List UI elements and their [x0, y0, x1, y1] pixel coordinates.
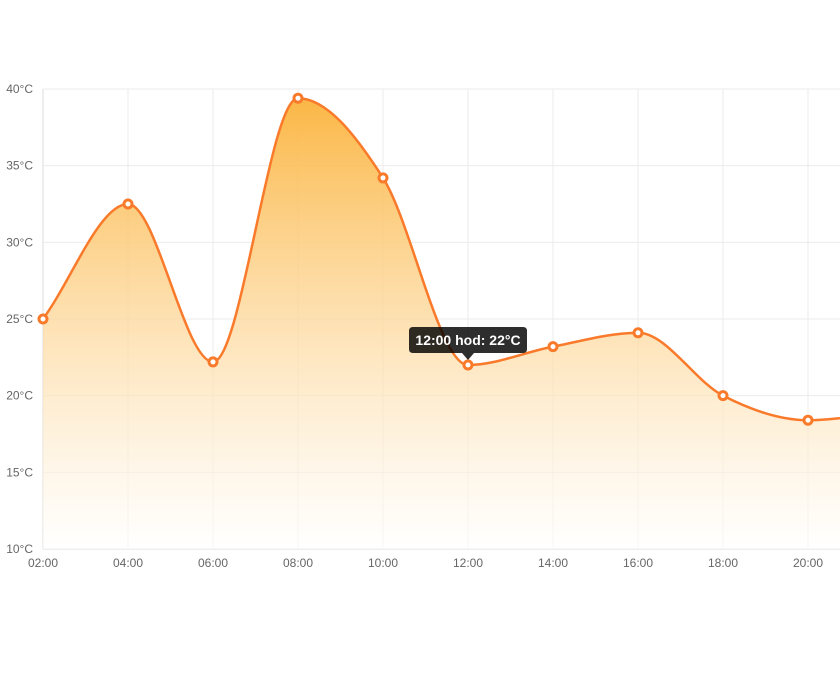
tooltip-text: 12:00 hod: 22°C	[415, 332, 520, 348]
data-point[interactable]	[37, 313, 49, 325]
x-axis-labels: 02:00 04:00 06:00 08:00 10:00 12:00 14:00 16:00…	[28, 556, 823, 570]
y-axis-labels: 10°C 15°C 20°C 25°C 30°C 35°C 40°C	[6, 82, 33, 556]
x-tick-label: 14:00	[538, 556, 568, 570]
data-point[interactable]	[207, 356, 219, 368]
y-tick-label: 20°C	[6, 389, 33, 403]
data-points	[37, 92, 814, 426]
tooltip: 12:00 hod: 22°C	[409, 327, 527, 360]
data-point[interactable]	[717, 390, 729, 402]
data-point[interactable]	[802, 414, 814, 426]
data-point[interactable]	[632, 327, 644, 339]
x-tick-label: 10:00	[368, 556, 398, 570]
y-tick-label: 40°C	[6, 82, 33, 96]
y-tick-label: 10°C	[6, 542, 33, 556]
x-tick-label: 04:00	[113, 556, 143, 570]
x-tick-label: 12:00	[453, 556, 483, 570]
data-point[interactable]	[377, 172, 389, 184]
x-tick-label: 16:00	[623, 556, 653, 570]
tooltip-box	[409, 327, 527, 360]
x-tick-label: 20:00	[793, 556, 823, 570]
y-tick-label: 30°C	[6, 235, 33, 249]
x-tick-label: 06:00	[198, 556, 228, 570]
y-tick-label: 15°C	[6, 465, 33, 479]
data-point[interactable]	[462, 359, 474, 371]
data-point[interactable]	[292, 92, 304, 104]
temperature-area	[43, 98, 840, 549]
y-tick-label: 35°C	[6, 159, 33, 173]
x-tick-label: 08:00	[283, 556, 313, 570]
x-tick-label: 02:00	[28, 556, 58, 570]
data-point[interactable]	[122, 198, 134, 210]
x-tick-label: 18:00	[708, 556, 738, 570]
y-tick-label: 25°C	[6, 312, 33, 326]
data-point[interactable]	[547, 341, 559, 353]
